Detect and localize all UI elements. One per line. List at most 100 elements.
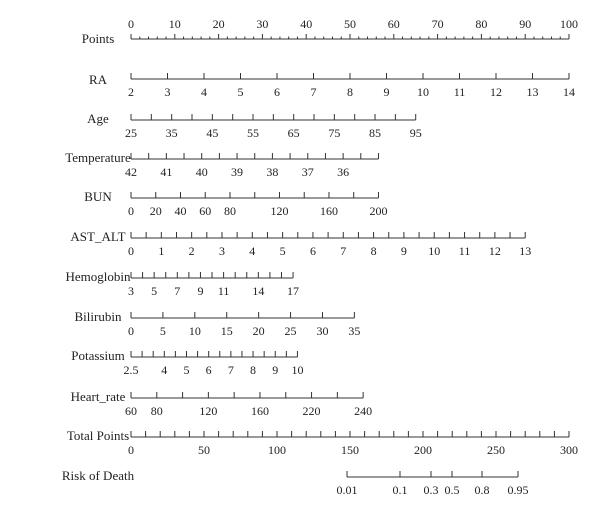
tick-label: 37 [302,165,314,179]
tick-label: 40 [300,17,312,31]
row-label: Points [82,31,115,46]
row-label: Bilirubin [75,309,122,324]
tick-label: 11 [459,244,471,258]
row-label: Potassium [71,348,124,363]
tick-label: 10 [428,244,440,258]
tick-label: 6 [206,363,212,377]
tick-label: 200 [369,204,387,218]
tick-label: 35 [166,126,178,140]
tick-label: 20 [150,204,162,218]
tick-label: 250 [487,443,505,457]
row-label: Temperature [65,150,131,165]
tick-label: 14 [563,85,575,99]
tick-label: 75 [328,126,340,140]
tick-label: 30 [316,324,328,338]
tick-label: 5 [160,324,166,338]
tick-label: 25 [285,324,297,338]
tick-label: 50 [198,443,210,457]
row-bilirubin: Bilirubin 0 5 10 15 20 25 30 35 [75,309,361,338]
tick-label: 0.95 [508,483,529,497]
tick-label: 9 [384,85,390,99]
row-points: Points 0 10 20 30 40 50 60 70 80 90 100 [82,17,578,46]
tick-label: 0.3 [424,483,439,497]
row-label: Total Points [67,428,129,443]
row-label: Age [87,111,109,126]
tick-label: 90 [519,17,531,31]
tick-label: 4 [249,244,255,258]
tick-label: 10 [169,17,181,31]
tick-label: 3 [219,244,225,258]
tick-label: 160 [251,404,269,418]
tick-label: 9 [401,244,407,258]
tick-label: 160 [320,204,338,218]
tick-label: 10 [417,85,429,99]
tick-label: 0 [128,443,134,457]
tick-label: 0 [128,17,134,31]
tick-label: 4 [201,85,207,99]
tick-label: 20 [213,17,225,31]
tick-label: 1 [158,244,164,258]
tick-label: 80 [475,17,487,31]
tick-label: 7 [228,363,234,377]
tick-label: 2.5 [124,363,139,377]
tick-label: 40 [196,165,208,179]
tick-label: 5 [238,85,244,99]
tick-label: 300 [560,443,578,457]
tick-label: 10 [189,324,201,338]
tick-label: 120 [270,204,288,218]
tick-label: 35 [348,324,360,338]
tick-label: 120 [199,404,217,418]
tick-label: 30 [256,17,268,31]
tick-label: 5 [183,363,189,377]
tick-label: 3 [165,85,171,99]
tick-label: 39 [231,165,243,179]
tick-label: 150 [341,443,359,457]
tick-label: 6 [310,244,316,258]
tick-label: 65 [288,126,300,140]
tick-label: 12 [490,85,502,99]
tick-label: 80 [224,204,236,218]
tick-label: 7 [311,85,317,99]
tick-label: 42 [125,165,137,179]
tick-label: 11 [218,284,230,298]
tick-label: 8 [371,244,377,258]
tick-label: 55 [247,126,259,140]
row-label: Hemoglobin [66,269,131,284]
tick-label: 25 [125,126,137,140]
tick-label: 12 [489,244,501,258]
tick-label: 20 [253,324,265,338]
tick-label: 41 [160,165,172,179]
tick-label: 0.1 [393,483,408,497]
tick-label: 0.5 [445,483,460,497]
tick-label: 13 [519,244,531,258]
tick-label: 50 [344,17,356,31]
tick-label: 0 [128,324,134,338]
tick-label: 95 [410,126,422,140]
tick-label: 45 [206,126,218,140]
tick-label: 11 [454,85,466,99]
row-label: Risk of Death [62,468,135,483]
tick-label: 85 [369,126,381,140]
tick-label: 5 [280,244,286,258]
tick-label: 0 [128,204,134,218]
tick-label: 0.01 [337,483,358,497]
tick-label: 9 [272,363,278,377]
tick-label: 8 [347,85,353,99]
tick-label: 100 [268,443,286,457]
row-ra: RA 2 3 4 5 6 7 8 9 10 11 12 13 14 [89,72,575,99]
tick-label: 3 [128,284,134,298]
tick-label: 60 [125,404,137,418]
tick-label: 2 [189,244,195,258]
tick-label: 0.8 [475,483,490,497]
tick-label: 100 [560,17,578,31]
tick-label: 0 [128,244,134,258]
row-label: Heart_rate [71,389,126,404]
row-label: RA [89,72,108,87]
